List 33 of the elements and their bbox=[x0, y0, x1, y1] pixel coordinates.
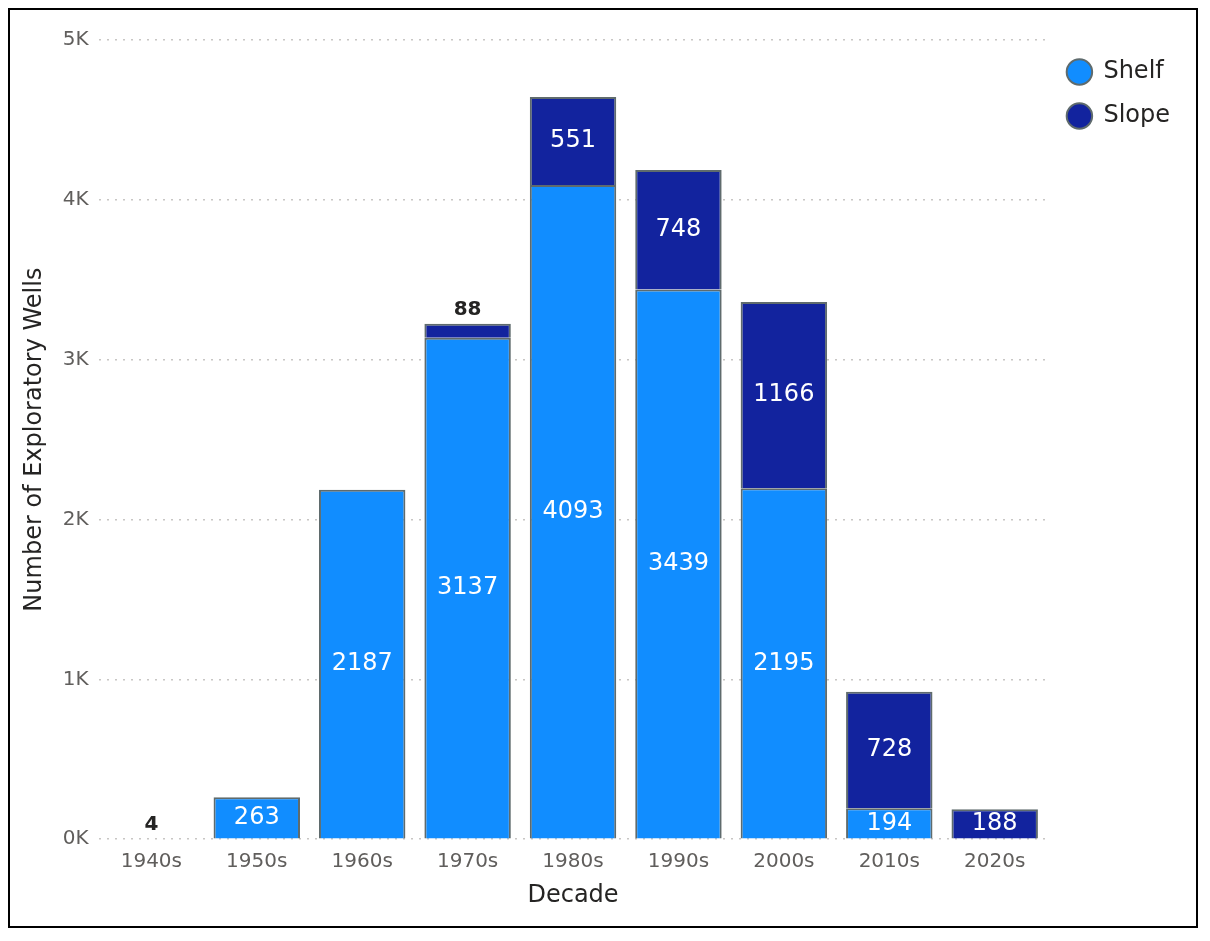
data-label: 551 bbox=[550, 125, 596, 154]
data-label: 3439 bbox=[647, 548, 709, 577]
data-label: 4 bbox=[144, 810, 159, 835]
x-tick-label: 1960s bbox=[331, 848, 393, 873]
y-tick-label: 0K bbox=[62, 825, 90, 850]
y-tick-label: 5K bbox=[62, 26, 90, 51]
x-tick-label: 1990s bbox=[647, 848, 710, 873]
y-tick-label: 2K bbox=[62, 505, 90, 530]
x-axis-title: Decade bbox=[527, 879, 619, 908]
y-tick-label: 3K bbox=[62, 345, 90, 370]
data-label: 3137 bbox=[437, 572, 499, 601]
x-tick-label: 2020s bbox=[964, 848, 1026, 873]
legend-label: Slope bbox=[1103, 100, 1171, 129]
x-tick-label: 2000s bbox=[753, 848, 815, 873]
data-label: 748 bbox=[655, 213, 702, 242]
y-tick-label: 1K bbox=[62, 665, 90, 690]
x-tick-label: 1950s bbox=[226, 848, 288, 873]
x-tick-label: 2010s bbox=[858, 848, 920, 873]
data-label: 2195 bbox=[753, 647, 815, 676]
data-label: 4093 bbox=[542, 495, 604, 524]
x-tick-label: 1940s bbox=[120, 848, 183, 873]
y-tick-label: 4K bbox=[62, 186, 90, 211]
data-label: 2187 bbox=[331, 648, 393, 677]
data-label: 88 bbox=[453, 295, 482, 320]
x-tick-label: 1980s bbox=[542, 848, 604, 873]
data-label: 263 bbox=[233, 802, 280, 831]
y-axis-title: Number of Exploratory Wells bbox=[18, 267, 47, 612]
data-label: 1166 bbox=[753, 379, 815, 408]
data-label: 194 bbox=[866, 807, 913, 836]
legend-label: Shelf bbox=[1103, 56, 1165, 85]
data-label: 728 bbox=[866, 734, 913, 763]
data-label: 188 bbox=[971, 808, 1018, 837]
x-tick-label: 1970s bbox=[436, 848, 499, 873]
